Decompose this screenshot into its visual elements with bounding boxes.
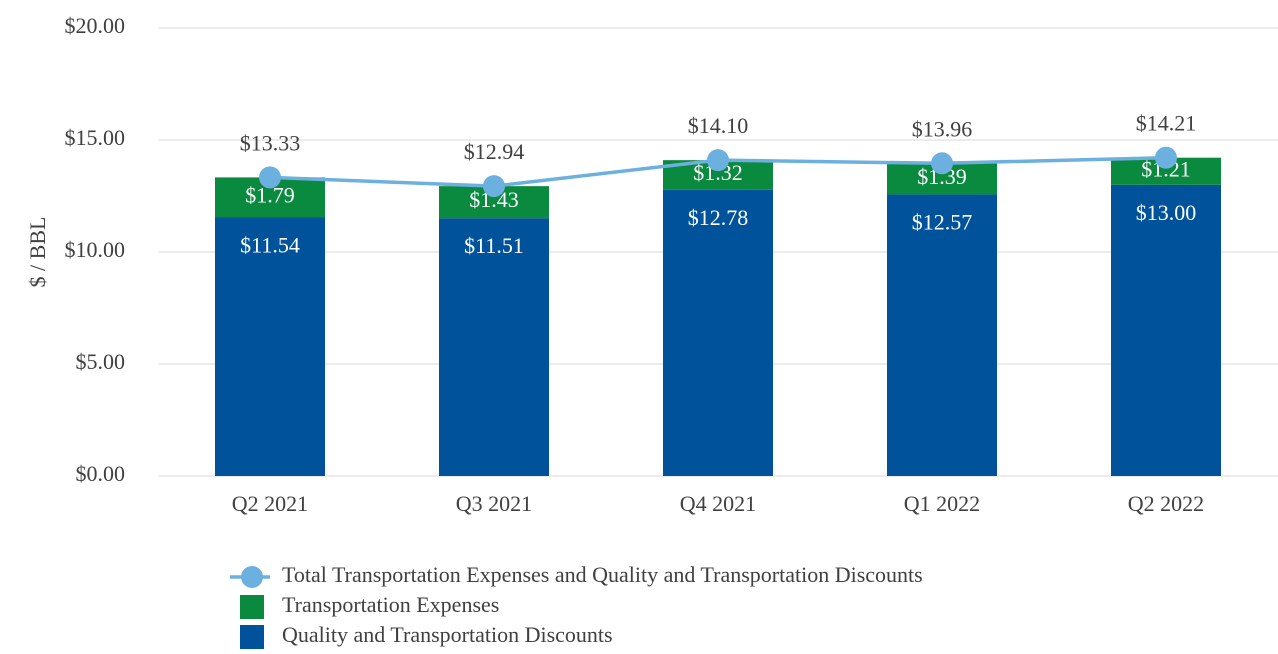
line-point — [707, 149, 729, 172]
data-label: $11.51 — [464, 233, 524, 258]
data-label: $12.57 — [912, 209, 973, 234]
data-label: $12.94 — [464, 139, 525, 164]
legend-swatch — [241, 566, 263, 588]
legend-label: Quality and Transportation Discounts — [282, 622, 613, 647]
data-label: $14.10 — [688, 113, 749, 138]
data-label: $14.21 — [1136, 111, 1197, 136]
bar-segment — [439, 218, 549, 476]
bar-segment — [663, 189, 773, 476]
line-point — [1155, 146, 1177, 169]
y-tick-label: $15.00 — [65, 125, 126, 150]
x-tick-label: Q2 2022 — [1128, 491, 1204, 516]
x-tick-label: Q1 2022 — [904, 491, 980, 516]
data-label: $11.54 — [240, 233, 300, 258]
line-point — [483, 175, 505, 198]
data-label: $12.78 — [688, 205, 749, 230]
bar-segment — [887, 194, 997, 476]
x-tick-label: Q3 2021 — [456, 491, 532, 516]
bar-segment — [215, 217, 325, 476]
y-tick-label: $0.00 — [76, 461, 126, 486]
legend-swatch — [240, 625, 264, 649]
legend-label: Total Transportation Expenses and Qualit… — [282, 562, 923, 587]
y-tick-label: $20.00 — [65, 13, 126, 38]
line-point — [259, 166, 281, 189]
x-tick-label: Q2 2021 — [232, 491, 308, 516]
x-tick-label: Q4 2021 — [680, 491, 756, 516]
bar-segment — [1111, 184, 1221, 477]
data-label: $13.00 — [1136, 200, 1197, 225]
data-label: $13.33 — [240, 130, 301, 155]
y-tick-label: $10.00 — [65, 237, 126, 262]
line-point — [931, 152, 953, 175]
y-axis-label: $ / BBL — [25, 217, 50, 288]
data-label: $13.96 — [912, 116, 973, 141]
legend-swatch — [240, 595, 264, 619]
y-tick-label: $5.00 — [76, 349, 126, 374]
legend-label: Transportation Expenses — [282, 592, 499, 617]
